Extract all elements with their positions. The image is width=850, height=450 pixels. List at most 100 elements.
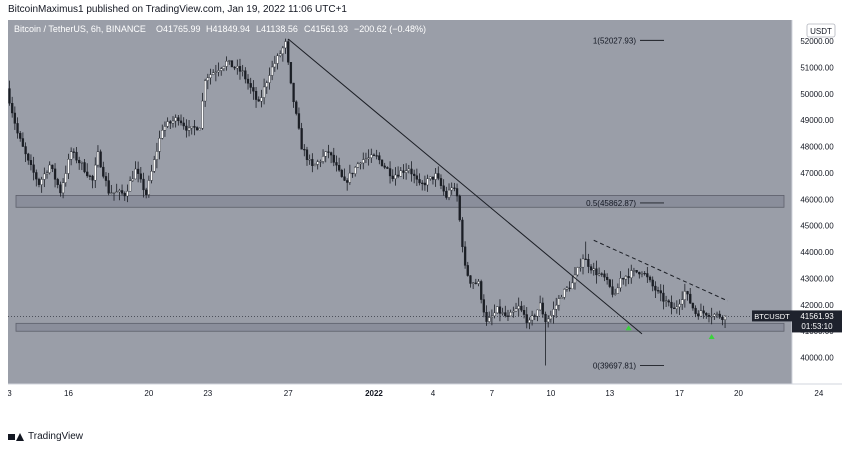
candle (16, 117, 19, 139)
time-scale[interactable] (8, 384, 842, 404)
last-price-value: 41561.93 (800, 312, 834, 321)
candle (707, 312, 711, 323)
candle (136, 161, 140, 183)
candle-body (236, 66, 239, 69)
currency-badge[interactable]: USDT (806, 23, 836, 38)
candle (13, 106, 17, 130)
candle-body (289, 62, 293, 84)
candle (244, 67, 247, 84)
candle-body (174, 117, 177, 122)
candle (126, 184, 129, 203)
candle (699, 303, 703, 317)
candle-body (640, 272, 644, 275)
candle-body (648, 276, 652, 281)
candle (270, 60, 274, 81)
x-tick-label: 4 (431, 389, 436, 398)
price-chart[interactable]: 1(52027.93) 0.5(45862.87) 0(39697.81) 4000… (7, 20, 842, 404)
y-tick-label: 47000.00 (800, 169, 834, 178)
candle (461, 217, 464, 253)
candle (346, 178, 349, 191)
candle (437, 166, 440, 181)
candle-body (61, 182, 65, 194)
candle-body (536, 309, 539, 317)
candle (193, 120, 196, 136)
candle (145, 187, 148, 199)
candle (686, 290, 689, 301)
candle (471, 282, 475, 290)
candle-body (664, 300, 668, 302)
candle-body (67, 159, 70, 174)
candle-body (115, 191, 118, 193)
candle (488, 311, 491, 323)
candle (112, 192, 116, 201)
candle (305, 146, 309, 166)
candle (678, 299, 681, 315)
candle (656, 286, 660, 294)
candle-body (568, 287, 571, 290)
candle (356, 161, 360, 168)
candle-body (576, 267, 579, 276)
candle (391, 169, 394, 182)
candle (343, 168, 346, 181)
candle (91, 174, 94, 189)
candle (45, 170, 49, 179)
candle-body (217, 70, 220, 73)
candle (662, 284, 665, 310)
candle (388, 161, 392, 184)
candle (177, 114, 180, 126)
candle-body (721, 317, 724, 321)
x-tick-label: 3 (8, 389, 12, 398)
candle-body (209, 74, 212, 79)
candle-body (654, 285, 657, 291)
candle-body (525, 314, 528, 323)
candle-body (134, 168, 137, 180)
candle (386, 166, 389, 169)
candle-body (632, 270, 636, 272)
candle-body (407, 168, 410, 171)
x-tick-label: 7 (490, 389, 495, 398)
candle-body (571, 282, 574, 290)
candle (536, 309, 539, 322)
candle (220, 66, 223, 76)
candle-body (177, 117, 180, 122)
candle (182, 117, 185, 130)
candle-body (439, 178, 443, 186)
candle (654, 281, 657, 298)
candle (624, 275, 628, 287)
candle (587, 253, 590, 274)
candle-body (498, 306, 502, 314)
candle (161, 124, 164, 140)
ohlc-high: H41849.94 (206, 24, 250, 34)
candle-body (166, 121, 169, 127)
candle (560, 294, 563, 299)
candle-body (646, 273, 649, 278)
candle (538, 295, 542, 311)
candle-body (635, 270, 638, 273)
candle-body (53, 168, 57, 180)
candle-body (319, 161, 322, 163)
candle (410, 161, 413, 182)
candle (362, 152, 365, 170)
candle (576, 266, 579, 277)
candle (158, 130, 161, 160)
candle (514, 302, 518, 312)
candle (61, 178, 65, 199)
candle (683, 283, 687, 308)
candle-body (705, 312, 708, 316)
candle (187, 120, 191, 137)
candle (238, 58, 242, 80)
candle (102, 161, 105, 179)
candle (555, 297, 558, 318)
candlestick-chart[interactable]: 1(52027.93) 0.5(45862.87) 0(39697.81) 4000… (7, 20, 842, 404)
candle (228, 59, 231, 65)
candle-body (447, 189, 451, 198)
candle (174, 114, 177, 128)
candle (335, 155, 338, 172)
publisher-line: BitcoinMaximus1 published on TradingView… (8, 4, 347, 15)
candle (611, 279, 614, 298)
candle-body (555, 304, 558, 310)
candle (691, 302, 695, 311)
candle (214, 64, 218, 82)
candle (99, 149, 102, 168)
candle-body (595, 268, 598, 276)
